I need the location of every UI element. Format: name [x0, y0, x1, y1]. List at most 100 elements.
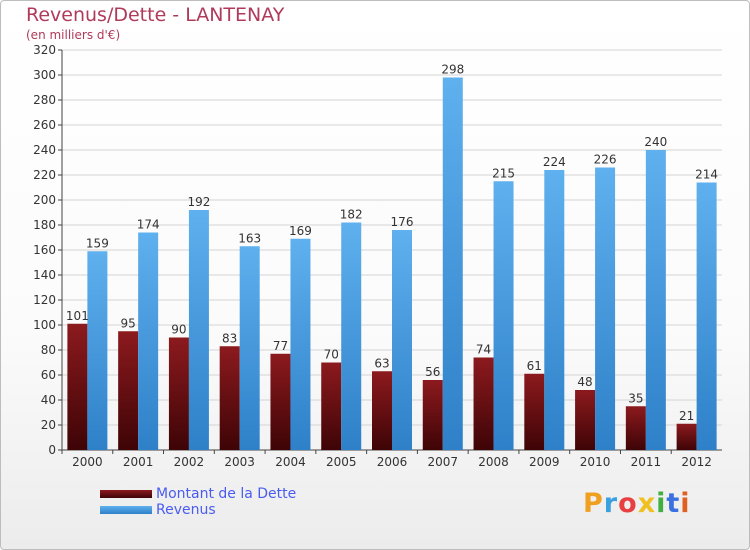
bar-debt	[219, 346, 240, 450]
legend-label-debt: Montant de la Dette	[156, 486, 297, 502]
x-tick-label: 2009	[529, 455, 560, 469]
data-label-revenus: 226	[594, 153, 617, 167]
y-tick-label: 180	[33, 218, 56, 232]
data-label-debt: 77	[273, 339, 288, 353]
x-tick-label: 2005	[326, 455, 357, 469]
logo-letter: t	[666, 488, 681, 519]
data-label-revenus: 176	[391, 215, 414, 229]
data-label-debt: 90	[171, 323, 186, 337]
y-tick-label: 240	[33, 143, 56, 157]
y-tick-label: 140	[33, 268, 56, 282]
y-tick-label: 0	[48, 443, 56, 457]
x-tick-label: 2000	[72, 455, 103, 469]
data-label-revenus: 224	[543, 155, 566, 169]
y-tick-label: 300	[33, 68, 56, 82]
x-tick-label: 2010	[580, 455, 611, 469]
logo-letter: i	[656, 488, 667, 519]
data-label-debt: 61	[527, 359, 542, 373]
bar-revenus	[138, 232, 159, 450]
bar-revenus	[290, 238, 311, 450]
bar-debt	[67, 323, 88, 450]
x-tick-label: 2012	[681, 455, 712, 469]
logo-letter: o	[618, 488, 638, 519]
logo-letter: P	[583, 488, 604, 519]
chart-legend: Montant de la Dette Revenus	[100, 486, 296, 518]
bar-debt	[270, 353, 291, 450]
bar-revenus	[392, 230, 412, 450]
bar-debt	[321, 362, 342, 450]
y-tick-label: 200	[33, 193, 56, 207]
x-tick-label: 2008	[478, 455, 509, 469]
y-tick-label: 160	[33, 243, 56, 257]
data-label-debt: 74	[476, 343, 491, 357]
bar-debt	[473, 357, 494, 450]
legend-swatch-debt	[100, 490, 152, 498]
bar-debt	[372, 371, 392, 450]
data-label-debt: 101	[66, 309, 89, 323]
data-label-revenus: 163	[238, 231, 261, 245]
x-tick-label: 2006	[377, 455, 408, 469]
proxiti-logo: Proxiti	[583, 488, 691, 519]
bar-debt	[676, 423, 697, 450]
logo-letter: i	[680, 488, 691, 519]
bar-revenus	[493, 181, 514, 450]
x-tick-label: 2002	[174, 455, 205, 469]
bar-debt	[575, 390, 596, 450]
bar-debt	[422, 380, 443, 450]
data-label-debt: 83	[222, 331, 237, 345]
bar-revenus	[341, 222, 362, 450]
bar-debt	[524, 373, 545, 450]
y-tick-label: 100	[33, 318, 56, 332]
data-label-revenus: 169	[289, 224, 312, 238]
data-label-debt: 95	[121, 316, 136, 330]
y-tick-label: 40	[41, 393, 56, 407]
y-tick-label: 220	[33, 168, 56, 182]
bar-revenus	[595, 167, 616, 450]
bar-debt	[625, 406, 646, 450]
data-label-revenus: 214	[695, 168, 718, 182]
data-label-revenus: 192	[187, 195, 210, 209]
bar-debt	[118, 331, 139, 450]
legend-item-debt: Montant de la Dette	[100, 486, 296, 502]
bar-revenus	[645, 150, 666, 450]
bar-revenus	[188, 210, 209, 450]
chart-title: Revenus/Dette - LANTENAY	[26, 4, 285, 26]
chart-subtitle: (en milliers d'€)	[26, 28, 121, 42]
y-tick-label: 120	[33, 293, 56, 307]
data-label-revenus: 182	[340, 208, 363, 222]
x-tick-label: 2003	[224, 455, 255, 469]
y-tick-label: 80	[41, 343, 56, 357]
legend-swatch-revenus	[100, 506, 152, 514]
data-label-debt: 63	[374, 356, 389, 370]
bar-revenus	[442, 77, 463, 450]
logo-letter: r	[603, 488, 619, 519]
y-tick-label: 280	[33, 93, 56, 107]
legend-label-revenus: Revenus	[156, 502, 216, 518]
data-label-debt: 70	[324, 348, 339, 362]
data-label-revenus: 215	[492, 166, 515, 180]
data-label-debt: 56	[425, 365, 440, 379]
y-tick-label: 320	[33, 43, 56, 57]
data-label-debt: 48	[577, 375, 592, 389]
bar-revenus	[696, 182, 717, 450]
data-label-revenus: 159	[86, 236, 109, 250]
x-tick-label: 2007	[427, 455, 458, 469]
legend-item-revenus: Revenus	[100, 502, 296, 518]
y-tick-label: 20	[41, 418, 56, 432]
data-label-revenus: 174	[137, 218, 160, 232]
logo-letter: x	[637, 488, 657, 519]
data-label-revenus: 298	[441, 63, 464, 77]
data-label-revenus: 240	[644, 135, 667, 149]
x-tick-label: 2011	[631, 455, 662, 469]
data-label-debt: 21	[679, 409, 694, 423]
bar-revenus	[239, 246, 260, 450]
bar-revenus	[544, 170, 565, 450]
data-label-debt: 35	[628, 391, 643, 405]
x-tick-label: 2004	[275, 455, 306, 469]
y-tick-label: 260	[33, 118, 56, 132]
y-tick-label: 60	[41, 368, 56, 382]
bar-debt	[168, 337, 189, 450]
x-tick-label: 2001	[123, 455, 154, 469]
bar-revenus	[87, 251, 108, 450]
